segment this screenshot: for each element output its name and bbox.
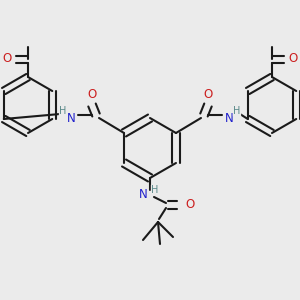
Text: N: N [225,112,233,125]
Text: O: O [203,88,213,100]
Text: H: H [59,106,67,116]
Text: O: O [87,88,97,100]
Text: O: O [185,199,195,212]
Text: O: O [2,52,12,65]
Text: N: N [67,112,75,125]
Text: H: H [151,185,159,195]
Text: N: N [139,188,147,202]
Text: O: O [288,52,298,65]
Text: H: H [233,106,241,116]
